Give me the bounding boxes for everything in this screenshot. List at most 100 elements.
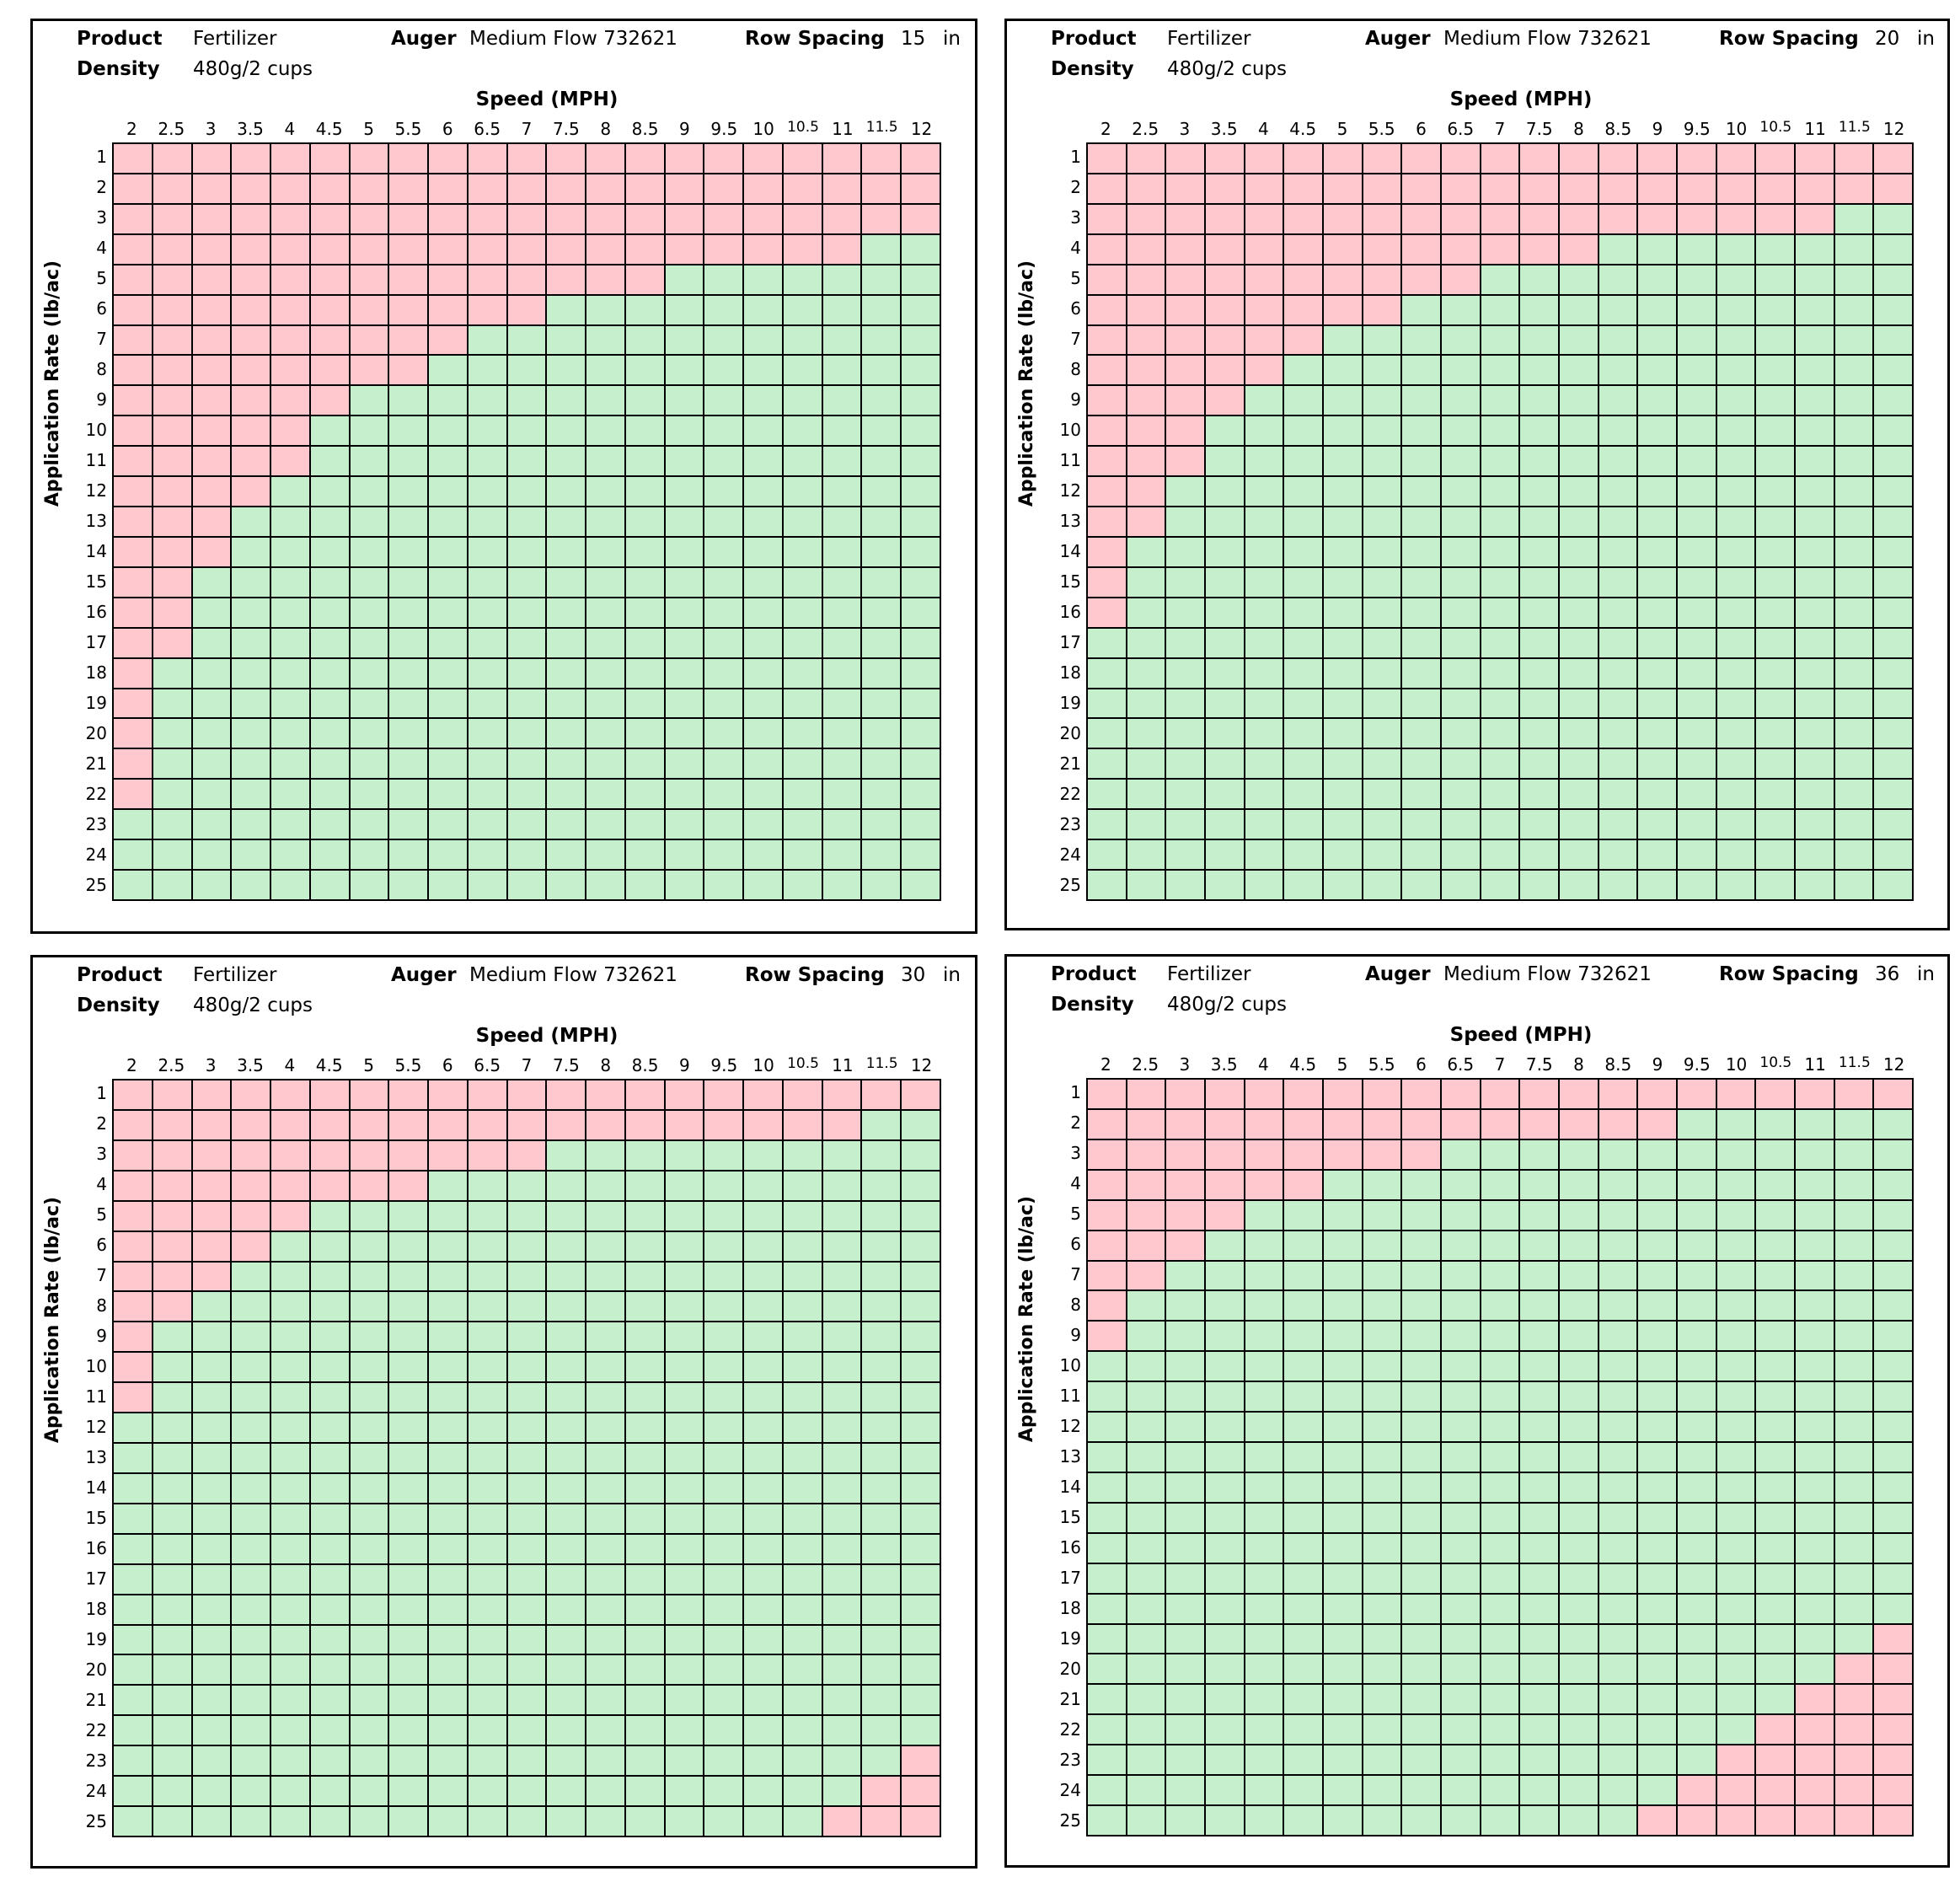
heatmap-cell: [625, 1262, 666, 1293]
heatmap-cell: [783, 1807, 823, 1837]
heatmap-cell: [1324, 1745, 1363, 1777]
heatmap-cell: [862, 507, 902, 538]
heatmap-cell: [429, 1716, 469, 1747]
heatmap-cell: [1402, 567, 1442, 598]
heatmap-cell: [1599, 1533, 1639, 1564]
heatmap-cell: [744, 416, 784, 448]
heatmap-cell: [1284, 204, 1324, 235]
heatmap-cell: [783, 447, 823, 478]
heatmap-cell: [665, 1595, 705, 1626]
x-tick-label: 6: [1416, 119, 1427, 139]
heatmap-cell: [1756, 447, 1796, 478]
heatmap-cell: [1245, 386, 1285, 417]
heatmap-cell: [507, 1504, 548, 1535]
heatmap-cell: [822, 1716, 863, 1747]
heatmap-cell: [1206, 1594, 1245, 1625]
x-tick-label: 9.5: [710, 1055, 738, 1075]
heatmap-cell: [507, 810, 548, 841]
heatmap-cell: [1206, 295, 1245, 326]
heatmap-cell: [389, 1777, 430, 1808]
heatmap-cell: [1481, 1685, 1521, 1716]
heatmap-cell: [744, 1595, 784, 1626]
heatmap-cell: [1324, 1472, 1363, 1504]
heatmap-cell: [232, 1383, 272, 1414]
heatmap-cell: [1756, 628, 1796, 659]
heatmap-cell: [862, 1353, 902, 1384]
heatmap-cell: [114, 204, 153, 235]
heatmap-cell: [192, 1686, 233, 1717]
heatmap-cell: [1206, 234, 1245, 265]
heatmap-cell: [1206, 1443, 1245, 1473]
heatmap-cell: [1796, 295, 1835, 326]
heatmap-cell: [1402, 1170, 1442, 1201]
y-tick-label: 22: [85, 784, 107, 804]
heatmap-cell: [1481, 477, 1521, 508]
heatmap-cell: [1442, 144, 1481, 174]
heatmap-cell: [1245, 144, 1285, 174]
heatmap-cell: [1520, 1413, 1560, 1444]
heatmap-cell: [310, 1777, 351, 1808]
heatmap-cell: [1716, 840, 1757, 871]
heatmap-cell: [547, 1080, 587, 1111]
heatmap-cell: [310, 598, 351, 629]
heatmap-cell: [1245, 356, 1285, 387]
heatmap-cell: [1442, 1563, 1481, 1595]
heatmap-cell: [1088, 1533, 1127, 1564]
heatmap-cell: [1834, 416, 1875, 448]
heatmap-cell: [1796, 1322, 1835, 1353]
heatmap-cell: [1874, 1291, 1914, 1322]
heatmap-cell: [1756, 749, 1796, 780]
heatmap-cell: [1834, 477, 1875, 508]
heatmap-cell: [586, 689, 626, 720]
heatmap-cell: [902, 598, 941, 629]
heatmap-cell: [1874, 234, 1914, 265]
y-tick-label: 25: [1059, 1810, 1081, 1831]
heatmap-cell: [1166, 1080, 1206, 1110]
heatmap-cell: [429, 1353, 469, 1384]
heatmap-cell: [1402, 507, 1442, 538]
heatmap-cell: [271, 507, 311, 538]
y-tick-label: 16: [85, 1538, 107, 1558]
heatmap-cell: [744, 1686, 784, 1717]
heatmap-cell: [507, 1201, 548, 1232]
heatmap-cell: [1874, 1322, 1914, 1353]
heatmap-cell: [1481, 1715, 1521, 1746]
heatmap-cell: [114, 1262, 153, 1293]
heatmap-cell: [1402, 810, 1442, 841]
heatmap-cell: [232, 234, 272, 265]
heatmap-cell: [429, 780, 469, 811]
heatmap-cell: [114, 1292, 153, 1323]
heatmap-cell: [586, 1686, 626, 1717]
heatmap-cell: [192, 204, 233, 235]
heatmap-cell: [232, 1444, 272, 1474]
heatmap-cell: [232, 1473, 272, 1504]
heatmap-cell: [744, 1564, 784, 1595]
heatmap-cell: [547, 477, 587, 508]
heatmap-cell: [586, 295, 626, 326]
heatmap-cell: [1245, 1413, 1285, 1444]
heatmap-cell: [586, 719, 626, 750]
product-label: Product: [1051, 28, 1137, 50]
heatmap-cell: [1206, 628, 1245, 659]
heatmap-cell: [114, 749, 153, 780]
heatmap-cell: [665, 1473, 705, 1504]
heatmap-cell: [1796, 1563, 1835, 1595]
heatmap-cell: [468, 628, 508, 659]
heatmap-cell: [1520, 1654, 1560, 1686]
heatmap-cell: [902, 1534, 941, 1565]
heatmap-cell: [1245, 174, 1285, 205]
heatmap-cell: [1716, 1654, 1757, 1686]
heatmap-cell: [153, 1504, 193, 1535]
heatmap-cell: [783, 295, 823, 326]
heatmap-cell: [1402, 780, 1442, 811]
heatmap-cell: [192, 628, 233, 659]
heatmap-cell: [783, 598, 823, 629]
heatmap-cell: [1520, 598, 1560, 629]
heatmap-cell: [1638, 416, 1678, 448]
heatmap-cell: [1166, 295, 1206, 326]
x-tick-label: 3: [205, 1055, 217, 1075]
heatmap-cell: [1402, 1322, 1442, 1353]
heatmap-cell: [1284, 1352, 1324, 1383]
heatmap-cell: [1245, 204, 1285, 235]
heatmap-cell: [1874, 144, 1914, 174]
